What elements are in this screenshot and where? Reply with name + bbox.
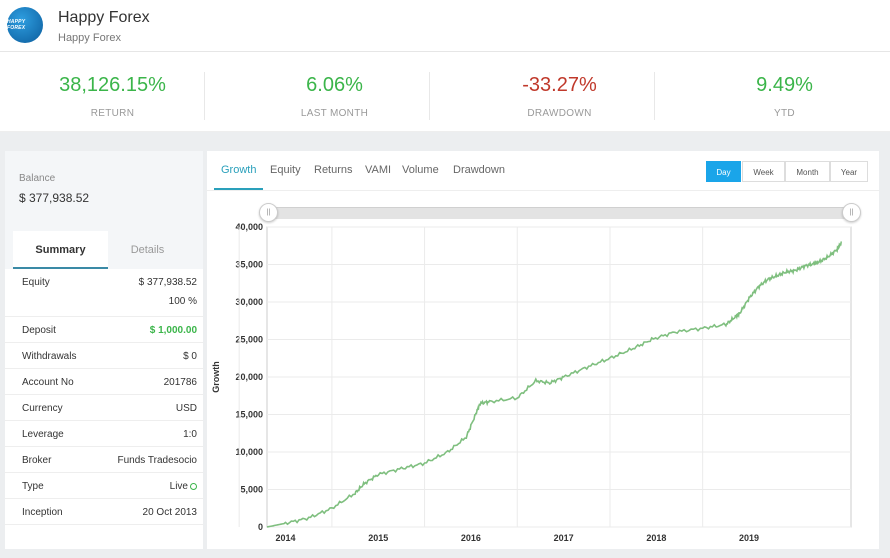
tab-details[interactable]: Details [130, 244, 165, 256]
y-tick-label: 25,000 [235, 335, 263, 345]
y-tick-label: 10,000 [235, 447, 263, 457]
y-tick-label: 40,000 [235, 222, 263, 232]
period-day-button[interactable]: Day [706, 161, 741, 182]
tab-volume[interactable]: Volume [402, 164, 439, 176]
growth-series-line [266, 241, 843, 528]
active-tab-indicator [214, 188, 263, 190]
y-tick-label: 0 [258, 522, 263, 532]
row-broker: Broker Funds Tradesocio [5, 447, 203, 473]
x-tick-label: 2019 [739, 533, 759, 543]
period-week-button[interactable]: Week [742, 161, 785, 182]
row-value: $ 377,938.52 [138, 277, 197, 288]
stat-label: RETURN [90, 108, 135, 119]
period-month-button[interactable]: Month [785, 161, 830, 182]
stats-bar: 38,126.15% RETURN 6.06% LAST MONTH -33.2… [0, 52, 890, 132]
row-label: Inception [22, 507, 63, 518]
stat-value: 6.06% [306, 74, 363, 96]
app-logo: HAPPY FOREX [7, 7, 43, 43]
summary-tabs: Summary Details [5, 231, 203, 269]
row-account-no: Account No 201786 [5, 369, 203, 395]
balance-label: Balance [19, 173, 56, 184]
x-tick-label: 2016 [461, 533, 481, 543]
stat-ytd: 9.49% YTD [672, 52, 890, 132]
row-value: 201786 [163, 377, 197, 388]
row-value: Live [170, 481, 197, 492]
stat-value: 9.49% [756, 74, 813, 96]
row-inception: Inception 20 Oct 2013 [5, 499, 203, 525]
divider [429, 72, 430, 120]
row-value: $ 0 [183, 351, 197, 362]
row-label: Withdrawals [22, 351, 77, 362]
row-label: Leverage [22, 429, 64, 440]
app-title: Happy Forex [58, 9, 150, 26]
account-panel: Balance $ 377,938.52 Summary Details Equ… [5, 151, 203, 549]
x-tick-label: 2017 [554, 533, 574, 543]
period-year-button[interactable]: Year [830, 161, 868, 182]
tab-growth[interactable]: Growth [221, 164, 257, 176]
range-handle-left[interactable]: || [259, 203, 278, 222]
balance-value: $ 377,938.52 [19, 191, 90, 205]
row-value: Funds Tradesocio [117, 455, 198, 466]
divider [654, 72, 655, 120]
y-tick-label: 20,000 [235, 372, 263, 382]
stat-label: DRAWDOWN [527, 108, 592, 119]
row-value: $ 1,000.00 [149, 325, 197, 336]
range-handle-right[interactable]: || [842, 203, 861, 222]
tab-drawdown[interactable]: Drawdown [453, 164, 505, 176]
tab-vami[interactable]: VAMI [365, 164, 392, 176]
stat-drawdown: -33.27% DRAWDOWN [447, 52, 672, 132]
row-value: 1:0 [183, 429, 197, 440]
y-tick-label: 15,000 [235, 410, 263, 420]
row-currency: Currency USD [5, 395, 203, 421]
y-axis-label: Growth [211, 361, 221, 393]
y-tick-label: 30,000 [235, 297, 263, 307]
row-label: Equity [22, 277, 50, 288]
row-deposit: Deposit $ 1,000.00 [5, 317, 203, 343]
logo-text: HAPPY FOREX [7, 19, 26, 31]
stat-last-month: 6.06% LAST MONTH [222, 52, 447, 132]
summary-table: Equity $ 377,938.52 100 % Deposit $ 1,00… [5, 269, 203, 525]
tab-summary[interactable]: Summary [13, 231, 108, 269]
tab-returns[interactable]: Returns [314, 164, 353, 176]
row-label: Deposit [22, 325, 56, 336]
stat-label: YTD [774, 108, 795, 119]
row-value: USD [175, 403, 197, 414]
y-tick-label: 5,000 [240, 485, 263, 495]
row-withdrawals: Withdrawals $ 0 [5, 343, 203, 369]
growth-chart: 0 5,000 10,000 15,000 20,000 25,000 30,000 35,0… [211, 222, 852, 543]
y-tick-label: 35,000 [235, 260, 263, 270]
divider [204, 72, 205, 120]
row-value-pct: 100 % [168, 296, 197, 307]
x-tick-label: 2018 [646, 533, 666, 543]
tab-equity[interactable]: Equity [270, 164, 301, 176]
stat-label: LAST MONTH [300, 108, 369, 119]
stat-value: -33.27% [522, 74, 597, 96]
row-label: Currency [22, 403, 63, 414]
chart-panel: Growth Equity Returns VAMI Volume Drawdo… [207, 151, 879, 549]
chart-tabs: Growth Equity Returns VAMI Volume Drawdo… [207, 151, 879, 191]
range-scrollbar[interactable] [268, 207, 852, 219]
row-leverage: Leverage 1:0 [5, 421, 203, 447]
row-type: Type Live [5, 473, 203, 499]
x-tick-label: 2015 [368, 533, 388, 543]
stat-value: 38,126.15% [59, 74, 166, 96]
x-tick-label: 2014 [276, 533, 296, 543]
row-value: 20 Oct 2013 [142, 507, 197, 518]
live-status-icon [190, 483, 197, 490]
row-label: Type [22, 481, 44, 492]
balance-box: Balance $ 377,938.52 [5, 151, 203, 231]
stat-return: 38,126.15% RETURN [0, 52, 225, 132]
row-equity: Equity $ 377,938.52 100 % [5, 269, 203, 317]
app-subtitle: Happy Forex [58, 32, 121, 44]
app-header: HAPPY FOREX Happy Forex Happy Forex [0, 0, 890, 52]
type-value: Live [169, 481, 188, 492]
row-label: Account No [22, 377, 74, 388]
row-label: Broker [22, 455, 52, 466]
